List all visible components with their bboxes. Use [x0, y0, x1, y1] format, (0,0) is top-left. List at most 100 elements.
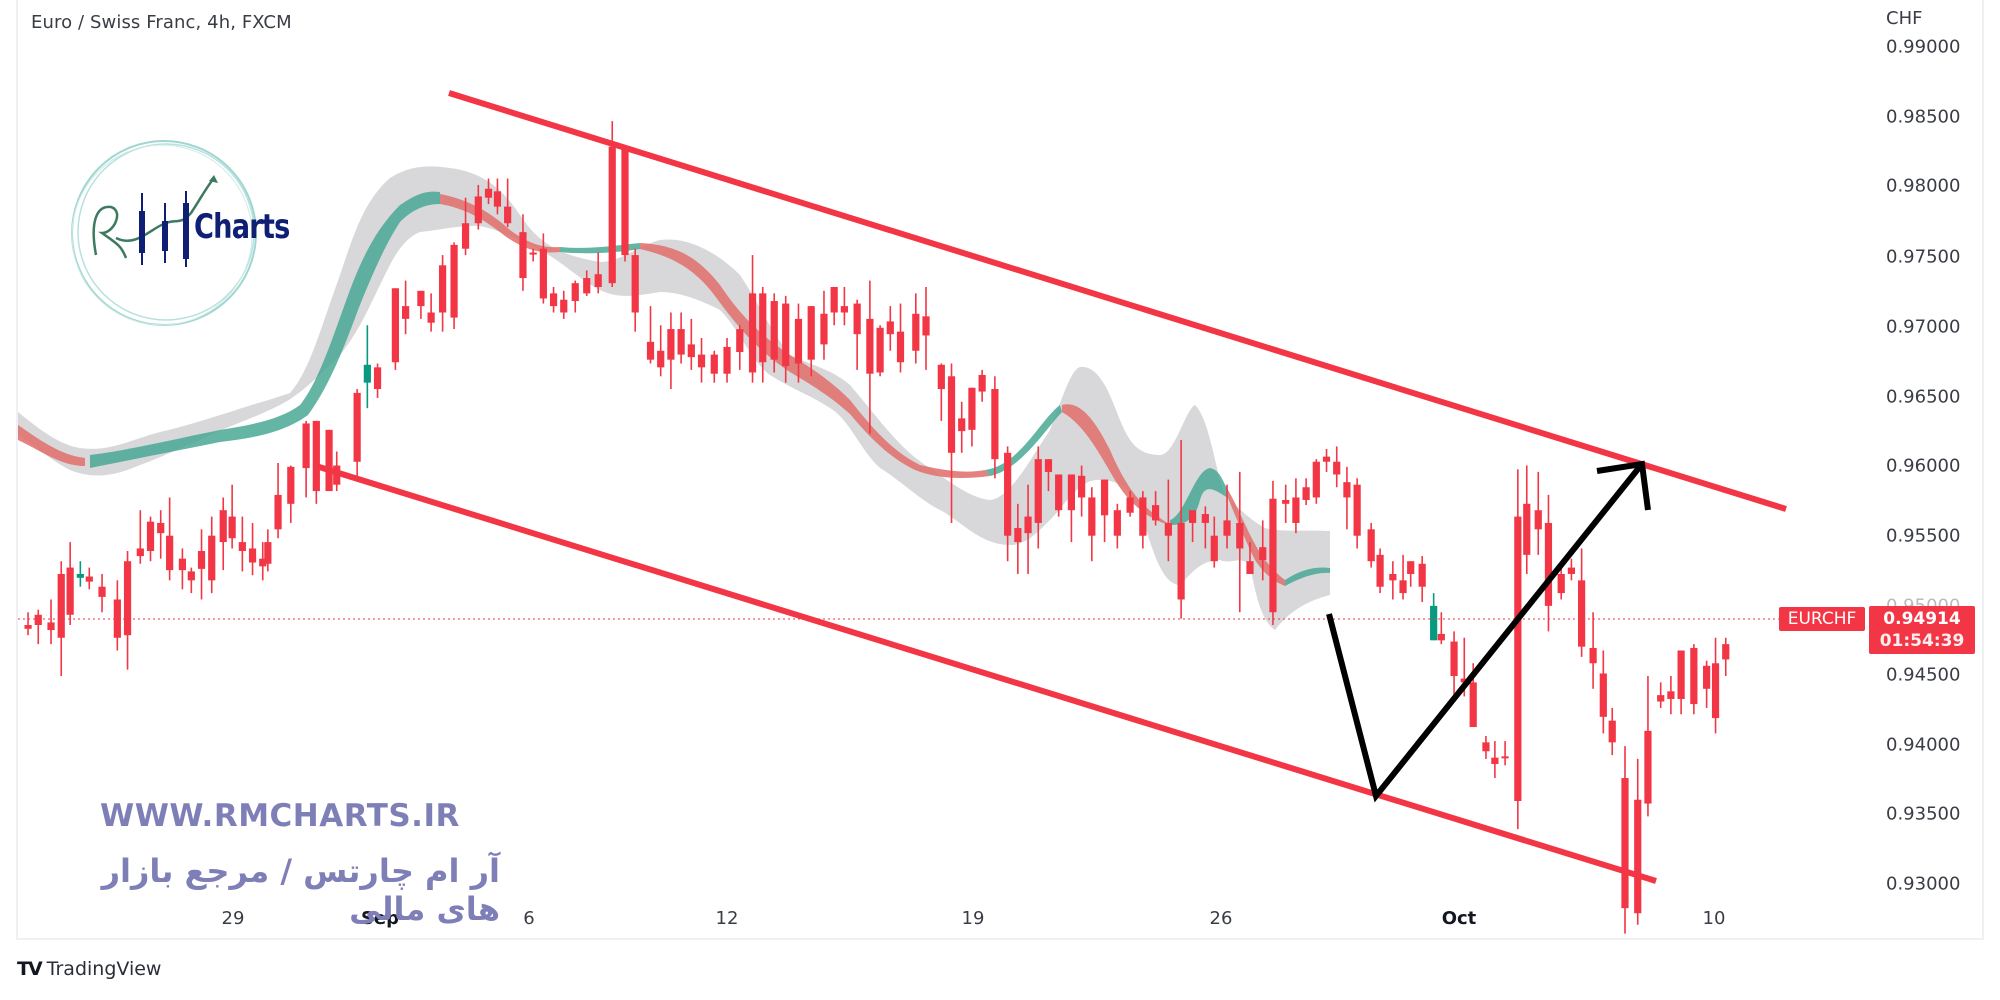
candle	[325, 429, 333, 492]
candle	[723, 346, 731, 374]
candle	[34, 614, 42, 625]
watermark-url: WWW.RMCHARTS.IR	[100, 798, 460, 834]
candle	[759, 293, 767, 363]
channel-upper-line[interactable]	[448, 90, 1787, 512]
candle	[1055, 474, 1063, 511]
candle	[549, 293, 558, 307]
candle	[912, 313, 920, 351]
candle	[136, 548, 144, 557]
candle	[1460, 678, 1468, 683]
candle	[438, 265, 447, 313]
candle	[736, 329, 744, 353]
candle	[1312, 461, 1320, 498]
candle	[807, 306, 815, 360]
candle	[782, 303, 790, 367]
watermark-persian-tagline: آر ام چارتس / مرجع بازار های مالی	[101, 852, 500, 928]
time-tick-label: 12	[715, 908, 739, 929]
candle	[85, 576, 93, 582]
candle	[794, 318, 803, 364]
candle	[1088, 497, 1096, 536]
candle	[1034, 459, 1042, 523]
candle	[710, 354, 718, 374]
candle	[594, 274, 602, 287]
candle	[1621, 778, 1629, 909]
time-tick-label: 29	[221, 908, 245, 929]
candle	[978, 374, 986, 392]
candle	[667, 329, 675, 360]
candle	[1544, 522, 1553, 606]
time-tick-label: 6	[523, 908, 535, 929]
candle	[66, 567, 74, 615]
time-tick-label: 19	[961, 908, 985, 929]
ma-ribbon-up	[1285, 567, 1330, 586]
candle	[922, 316, 930, 336]
candle	[1292, 497, 1300, 523]
candle	[178, 558, 186, 571]
candle	[493, 191, 502, 207]
candle	[1578, 580, 1586, 647]
candle	[187, 571, 195, 581]
ma-ribbon-down	[1228, 490, 1285, 586]
candle	[146, 521, 155, 552]
arrow-head-icon	[1596, 460, 1651, 511]
bar-countdown: 01:54:39	[1879, 631, 1965, 651]
candle	[947, 376, 956, 453]
logo-circle-icon	[71, 140, 257, 326]
candle	[1418, 563, 1426, 587]
candle	[287, 466, 295, 504]
logo-text: Charts	[194, 207, 290, 247]
candle	[1322, 456, 1331, 462]
candle	[621, 146, 629, 256]
candle	[1126, 497, 1134, 513]
channel-lower-line[interactable]	[315, 463, 1657, 884]
candle	[274, 494, 282, 530]
candle	[1667, 691, 1675, 699]
candle	[571, 283, 579, 302]
ma-ribbon-down	[1062, 404, 1170, 525]
candle	[1067, 474, 1076, 511]
candle	[157, 522, 165, 534]
projection-arrow[interactable]	[1326, 462, 1645, 803]
candle	[1430, 605, 1438, 641]
candle	[770, 301, 778, 360]
candle	[1469, 682, 1477, 728]
candle	[98, 586, 106, 597]
candle	[1514, 516, 1522, 802]
candle	[1722, 644, 1730, 660]
candle	[1501, 756, 1509, 759]
last-price-badge: 0.94914 01:54:39	[1869, 606, 1975, 654]
chart-frame	[16, 0, 1984, 940]
candle	[1269, 498, 1277, 613]
candle	[657, 350, 665, 368]
candle	[219, 510, 227, 543]
candle	[47, 622, 55, 631]
candle	[1014, 528, 1022, 543]
price-tick-label: 0.96000	[1886, 455, 1961, 477]
candle	[504, 206, 512, 224]
price-axis-currency: CHF	[1886, 8, 1923, 29]
tradingview-brand[interactable]: TV TradingView	[17, 958, 161, 980]
candle	[519, 232, 527, 279]
candle	[1164, 522, 1172, 536]
envelope-band	[18, 166, 1330, 630]
candle	[1177, 522, 1185, 600]
price-tick-label: 0.97000	[1886, 316, 1961, 338]
candle	[264, 542, 272, 564]
candle	[248, 548, 257, 563]
candle	[1100, 479, 1109, 516]
candle	[484, 188, 493, 198]
candle	[1644, 730, 1652, 804]
candle	[583, 278, 591, 294]
candle	[1437, 633, 1445, 641]
candle	[1367, 529, 1375, 562]
candle	[1188, 510, 1197, 523]
candle	[450, 244, 458, 318]
tradingview-brand-text: TradingView	[46, 958, 162, 980]
candle	[197, 551, 206, 569]
candle	[560, 299, 568, 313]
candle	[427, 312, 435, 323]
ma-ribbon-down	[18, 425, 85, 466]
symbol-price-label: EURCHF	[1779, 607, 1865, 631]
candle	[1657, 695, 1665, 702]
